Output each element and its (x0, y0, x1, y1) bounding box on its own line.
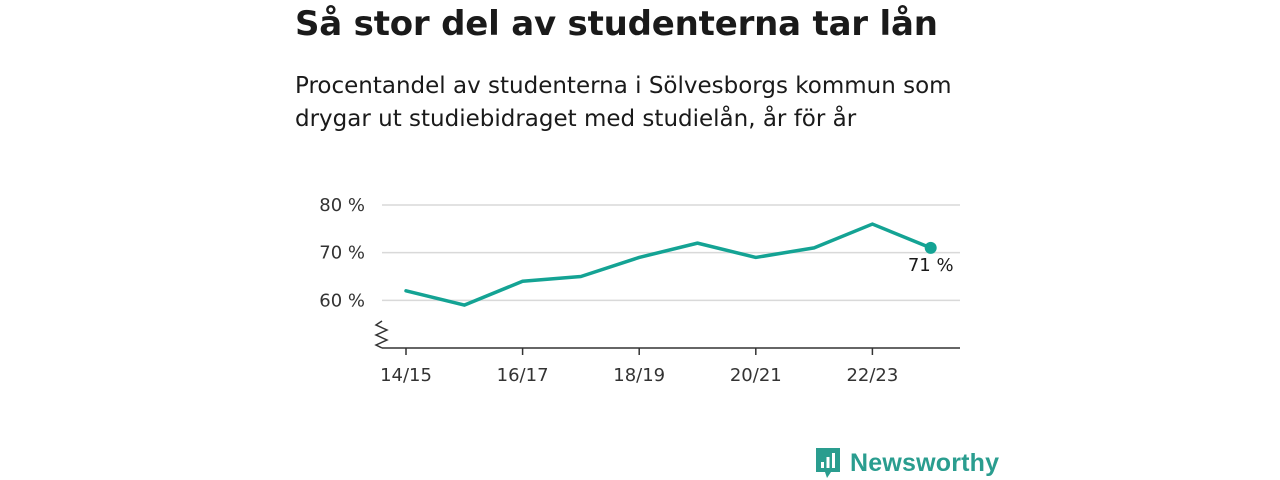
x-tick-label: 22/23 (846, 365, 898, 386)
subtitle-line-1: Procentandel av studenterna i Sölvesborg… (295, 73, 952, 99)
newsworthy-logo-icon (816, 448, 840, 478)
x-tick-label: 20/21 (730, 365, 782, 386)
last-point-marker (924, 241, 937, 254)
y-tick-label: 70 % (319, 243, 365, 264)
y-axis-break (374, 320, 389, 349)
brand-logo: Newsworthy (814, 446, 999, 480)
chart-title: Så stor del av studenterna tar lån (295, 4, 938, 44)
y-tick-label: 60 % (319, 290, 365, 311)
x-tick-label: 18/19 (613, 365, 665, 386)
last-value-label: 71 % (908, 255, 954, 276)
subtitle-line-2: drygar ut studiebidraget med studielån, … (295, 106, 857, 132)
brand-name: Newsworthy (850, 448, 1000, 477)
series-line (404, 222, 933, 307)
chart-subtitle: Procentandel av studenterna i Sölvesborg… (295, 70, 995, 136)
x-tick-label: 16/17 (497, 365, 549, 386)
x-tick-label: 14/15 (380, 365, 432, 386)
y-tick-label: 80 % (319, 195, 365, 216)
